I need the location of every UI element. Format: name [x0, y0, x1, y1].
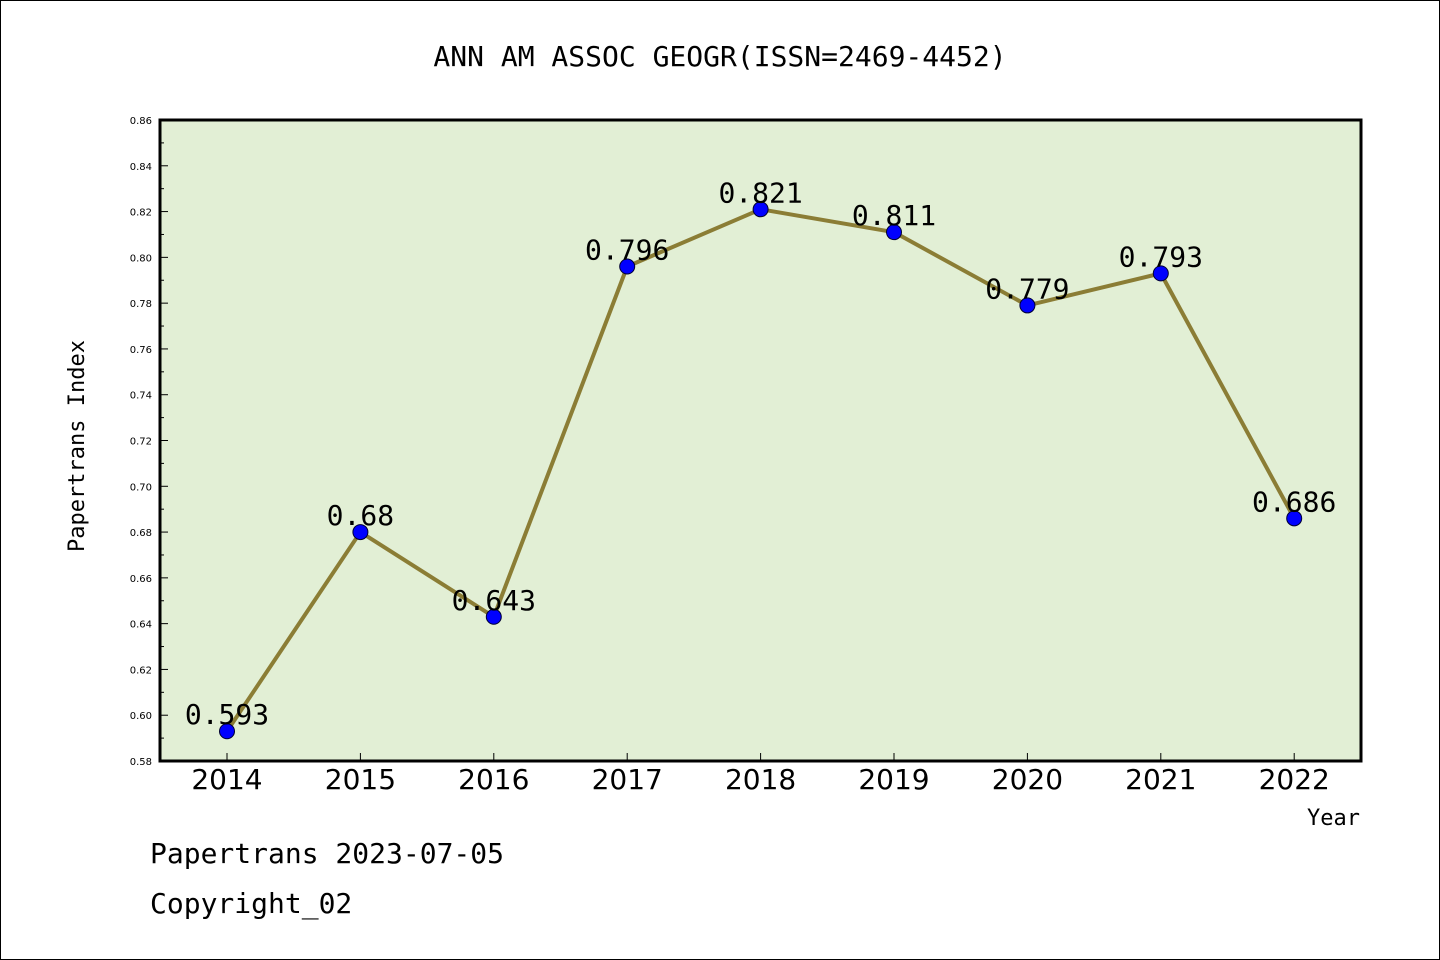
data-point	[752, 201, 769, 218]
data-point	[619, 258, 636, 275]
y-tick-label: 0.82	[130, 208, 152, 219]
data-label: 0.593	[185, 698, 269, 731]
data-point	[485, 608, 502, 625]
x-tick-label: 2017	[592, 763, 663, 796]
x-tick-label: 2021	[1125, 763, 1196, 796]
y-axis: 0.58 0.60 0.62 0.64 0.66 0.68 0.70 0.72 0.74 0.76…	[130, 116, 168, 768]
x-tick-label: 2015	[325, 763, 396, 796]
series-line-group	[219, 201, 1303, 740]
x-tick-label: 2022	[1259, 763, 1330, 796]
data-point	[1286, 510, 1303, 527]
x-tick-label: 2018	[725, 763, 796, 796]
data-label: 0.686	[1252, 485, 1336, 518]
data-label-group: 0.593 0.68 0.643 0.796 0.821 0.811 0.779 0.793 0…	[185, 176, 1336, 731]
y-tick-label: 0.78	[130, 299, 152, 310]
y-tick-label: 0.58	[130, 757, 152, 768]
plot-area	[158, 118, 1363, 763]
y-tick-label: 0.68	[130, 528, 152, 539]
y-tick-label: 0.64	[130, 620, 152, 631]
y-tick-label: 0.72	[130, 437, 152, 448]
data-point	[1152, 265, 1169, 282]
y-tick-label: 0.74	[130, 391, 152, 402]
y-tick-label: 0.62	[130, 665, 152, 676]
footer-copyright: Copyright_02	[150, 887, 352, 921]
x-tick-label: 2016	[458, 763, 529, 796]
y-tick-label: 0.84	[130, 162, 152, 173]
x-tick-label: 2020	[992, 763, 1063, 796]
y-tick-label: 0.66	[130, 574, 152, 585]
data-point	[352, 524, 369, 541]
data-point	[1019, 297, 1036, 314]
x-axis-label: Year	[1307, 806, 1360, 831]
data-label: 0.793	[1119, 240, 1203, 273]
data-point	[886, 224, 902, 241]
y-tick-label: 0.86	[130, 116, 152, 127]
y-tick-label: 0.80	[130, 253, 152, 264]
data-label: 0.643	[452, 584, 536, 617]
y-tick-label: 0.70	[130, 482, 152, 493]
data-label: 0.68	[327, 499, 394, 532]
footer-date: Papertrans 2023-07-05	[150, 837, 504, 870]
y-tick-label: 0.76	[130, 345, 152, 356]
data-label: 0.821	[718, 176, 802, 209]
x-axis: 2014 2015 2016 2017 2018 2019 2020 2021 2022	[191, 753, 1330, 796]
data-label: 0.811	[852, 199, 936, 232]
x-tick-label: 2014	[191, 763, 262, 796]
data-point	[219, 723, 235, 740]
chart-title: ANN AM ASSOC GEOGR(ISSN=2469-4452)	[433, 40, 1006, 73]
y-axis-label: Papertrans Index	[65, 340, 90, 552]
data-label: 0.779	[985, 272, 1069, 305]
data-label: 0.796	[585, 234, 669, 267]
y-tick-label: 0.60	[130, 711, 152, 722]
x-tick-label: 2019	[858, 763, 929, 796]
